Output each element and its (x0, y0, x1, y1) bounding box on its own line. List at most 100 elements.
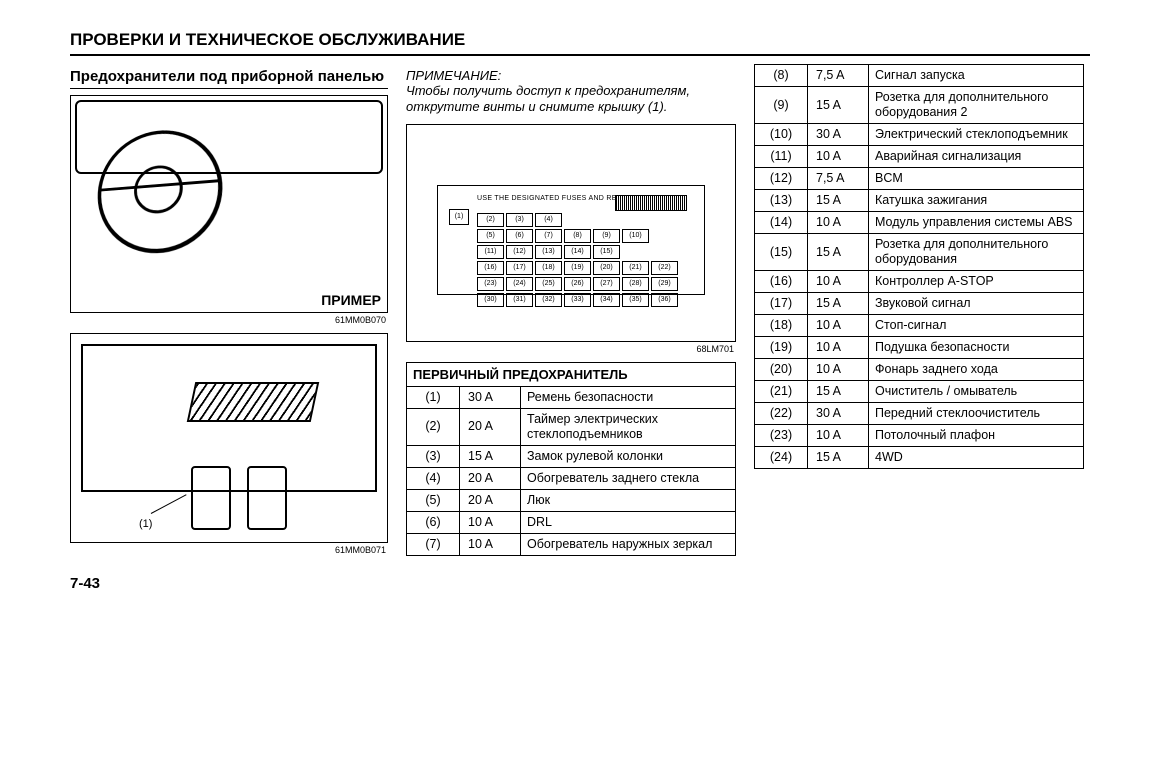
fuse-amperage: 15 A (808, 234, 869, 271)
fuse-amperage: 10 A (808, 425, 869, 447)
diagram-cell: (17) (506, 261, 533, 275)
figure-underdash: (1) (70, 333, 388, 543)
fuse-description: Передний стеклоочиститель (869, 403, 1084, 425)
fuse-number: (8) (755, 65, 808, 87)
diagram-cell: (25) (535, 277, 562, 291)
fuse-amperage: 15 A (808, 447, 869, 469)
fuse-description: Люк (521, 489, 736, 511)
diagram-cell: (29) (651, 277, 678, 291)
table-row: (10)30 AЭлектрический стеклоподъемник (755, 124, 1084, 146)
fuse-amperage: 15 A (808, 293, 869, 315)
diagram-cell: (24) (506, 277, 533, 291)
fuse-amperage: 10 A (808, 271, 869, 293)
column-right: (8)7,5 AСигнал запуска(9)15 AРозетка для… (754, 64, 1084, 563)
diagram-cell: (13) (535, 245, 562, 259)
diagram-cell: (22) (651, 261, 678, 275)
fuse-amperage: 20 A (460, 489, 521, 511)
fuse-number: (15) (755, 234, 808, 271)
fuse-amperage: 10 A (808, 212, 869, 234)
table-row: (6)10 ADRL (407, 511, 736, 533)
table-row: (20)10 AФонарь заднего хода (755, 359, 1084, 381)
diagram-cell: (3) (506, 213, 533, 227)
table-row: (11)10 AАварийная сигнализация (755, 146, 1084, 168)
fuse-table-header: ПЕРВИЧНЫЙ ПРЕДОХРАНИТЕЛЬ (407, 362, 736, 386)
table-row: (24)15 A4WD (755, 447, 1084, 469)
fuse-amperage: 15 A (808, 381, 869, 403)
diagram-cell: (11) (477, 245, 504, 259)
fuse-description: 4WD (869, 447, 1084, 469)
fuse-amperage: 10 A (808, 315, 869, 337)
fuse-amperage: 10 A (808, 337, 869, 359)
fuse-number: (16) (755, 271, 808, 293)
fuse-number: (5) (407, 489, 460, 511)
fuse-amperage: 7,5 A (808, 168, 869, 190)
fuse-description: DRL (521, 511, 736, 533)
diagram-cell: (30) (477, 293, 504, 307)
fuse-description: Модуль управления системы ABS (869, 212, 1084, 234)
fuse-description: Ремень безопасности (521, 386, 736, 408)
fuse-table-right: (8)7,5 AСигнал запуска(9)15 AРозетка для… (754, 64, 1084, 469)
diagram-cell: (2) (477, 213, 504, 227)
figure-fuse-diagram: USE THE DESIGNATED FUSES AND RELAYS ONLY… (406, 124, 736, 342)
table-row: (23)10 AПотолочный плафон (755, 425, 1084, 447)
fuse-amperage: 20 A (460, 467, 521, 489)
diagram-cell: (31) (506, 293, 533, 307)
fuse-description: Стоп-сигнал (869, 315, 1084, 337)
fuse-description: Катушка зажигания (869, 190, 1084, 212)
table-row: (14)10 AМодуль управления системы ABS (755, 212, 1084, 234)
diagram-cell: (18) (535, 261, 562, 275)
title-rule (70, 54, 1090, 56)
fuse-amperage: 15 A (460, 445, 521, 467)
fuse-number: (7) (407, 533, 460, 555)
fuse-description: Электрический стеклоподъемник (869, 124, 1084, 146)
fuse-amperage: 30 A (808, 403, 869, 425)
fuse-number: (6) (407, 511, 460, 533)
diagram-slot1: (1) (449, 209, 469, 225)
diagram-cell: (7) (535, 229, 562, 243)
fuse-amperage: 15 A (808, 190, 869, 212)
fuse-number: (17) (755, 293, 808, 315)
fuse-description: Розетка для дополнительного оборудования… (869, 87, 1084, 124)
fuse-amperage: 7,5 A (808, 65, 869, 87)
table-row: (9)15 AРозетка для дополнительного обору… (755, 87, 1084, 124)
example-label: ПРИМЕР (321, 292, 381, 308)
table-row: (2)20 AТаймер электрических стеклоподъем… (407, 408, 736, 445)
fuse-description: Аварийная сигнализация (869, 146, 1084, 168)
figure2-code: 61MM0B071 (70, 545, 386, 555)
fuse-description: Обогреватель заднего стекла (521, 467, 736, 489)
page-title: ПРОВЕРКИ И ТЕХНИЧЕСКОЕ ОБСЛУЖИВАНИЕ (70, 30, 1090, 50)
table-row: (18)10 AСтоп-сигнал (755, 315, 1084, 337)
diagram-cell: (5) (477, 229, 504, 243)
fuse-description: BCM (869, 168, 1084, 190)
table-row: (21)15 AОчиститель / омыватель (755, 381, 1084, 403)
diagram-cell: (33) (564, 293, 591, 307)
diagram-cell: (9) (593, 229, 620, 243)
table-row: (16)10 AКонтроллер A-STOP (755, 271, 1084, 293)
table-row: (7)10 AОбогреватель наружных зеркал (407, 533, 736, 555)
table-row: (1)30 AРемень безопасности (407, 386, 736, 408)
diagram-cell: (16) (477, 261, 504, 275)
diagram-cell: (12) (506, 245, 533, 259)
fuse-number: (3) (407, 445, 460, 467)
table-row: (8)7,5 AСигнал запуска (755, 65, 1084, 87)
fuse-amperage: 15 A (808, 87, 869, 124)
fuse-number: (13) (755, 190, 808, 212)
fuse-number: (19) (755, 337, 808, 359)
fuse-amperage: 20 A (460, 408, 521, 445)
diagram-cell: (6) (506, 229, 533, 243)
fuse-number: (4) (407, 467, 460, 489)
fuse-amperage: 10 A (808, 359, 869, 381)
column-left: Предохранители под приборной панелью ПРИ… (70, 64, 388, 563)
fuse-amperage: 10 A (808, 146, 869, 168)
fuse-number: (18) (755, 315, 808, 337)
diagram-cell: (23) (477, 277, 504, 291)
diagram-cell: (35) (622, 293, 649, 307)
fuse-description: Таймер электрических стеклоподъемников (521, 408, 736, 445)
diagram-cell: (36) (651, 293, 678, 307)
diagram-cell: (28) (622, 277, 649, 291)
table-row: (15)15 AРозетка для дополнительного обор… (755, 234, 1084, 271)
diagram-cell: (34) (593, 293, 620, 307)
note-heading: ПРИМЕЧАНИЕ: (406, 68, 736, 83)
diagram-cell: (10) (622, 229, 649, 243)
diagram-cell: (20) (593, 261, 620, 275)
